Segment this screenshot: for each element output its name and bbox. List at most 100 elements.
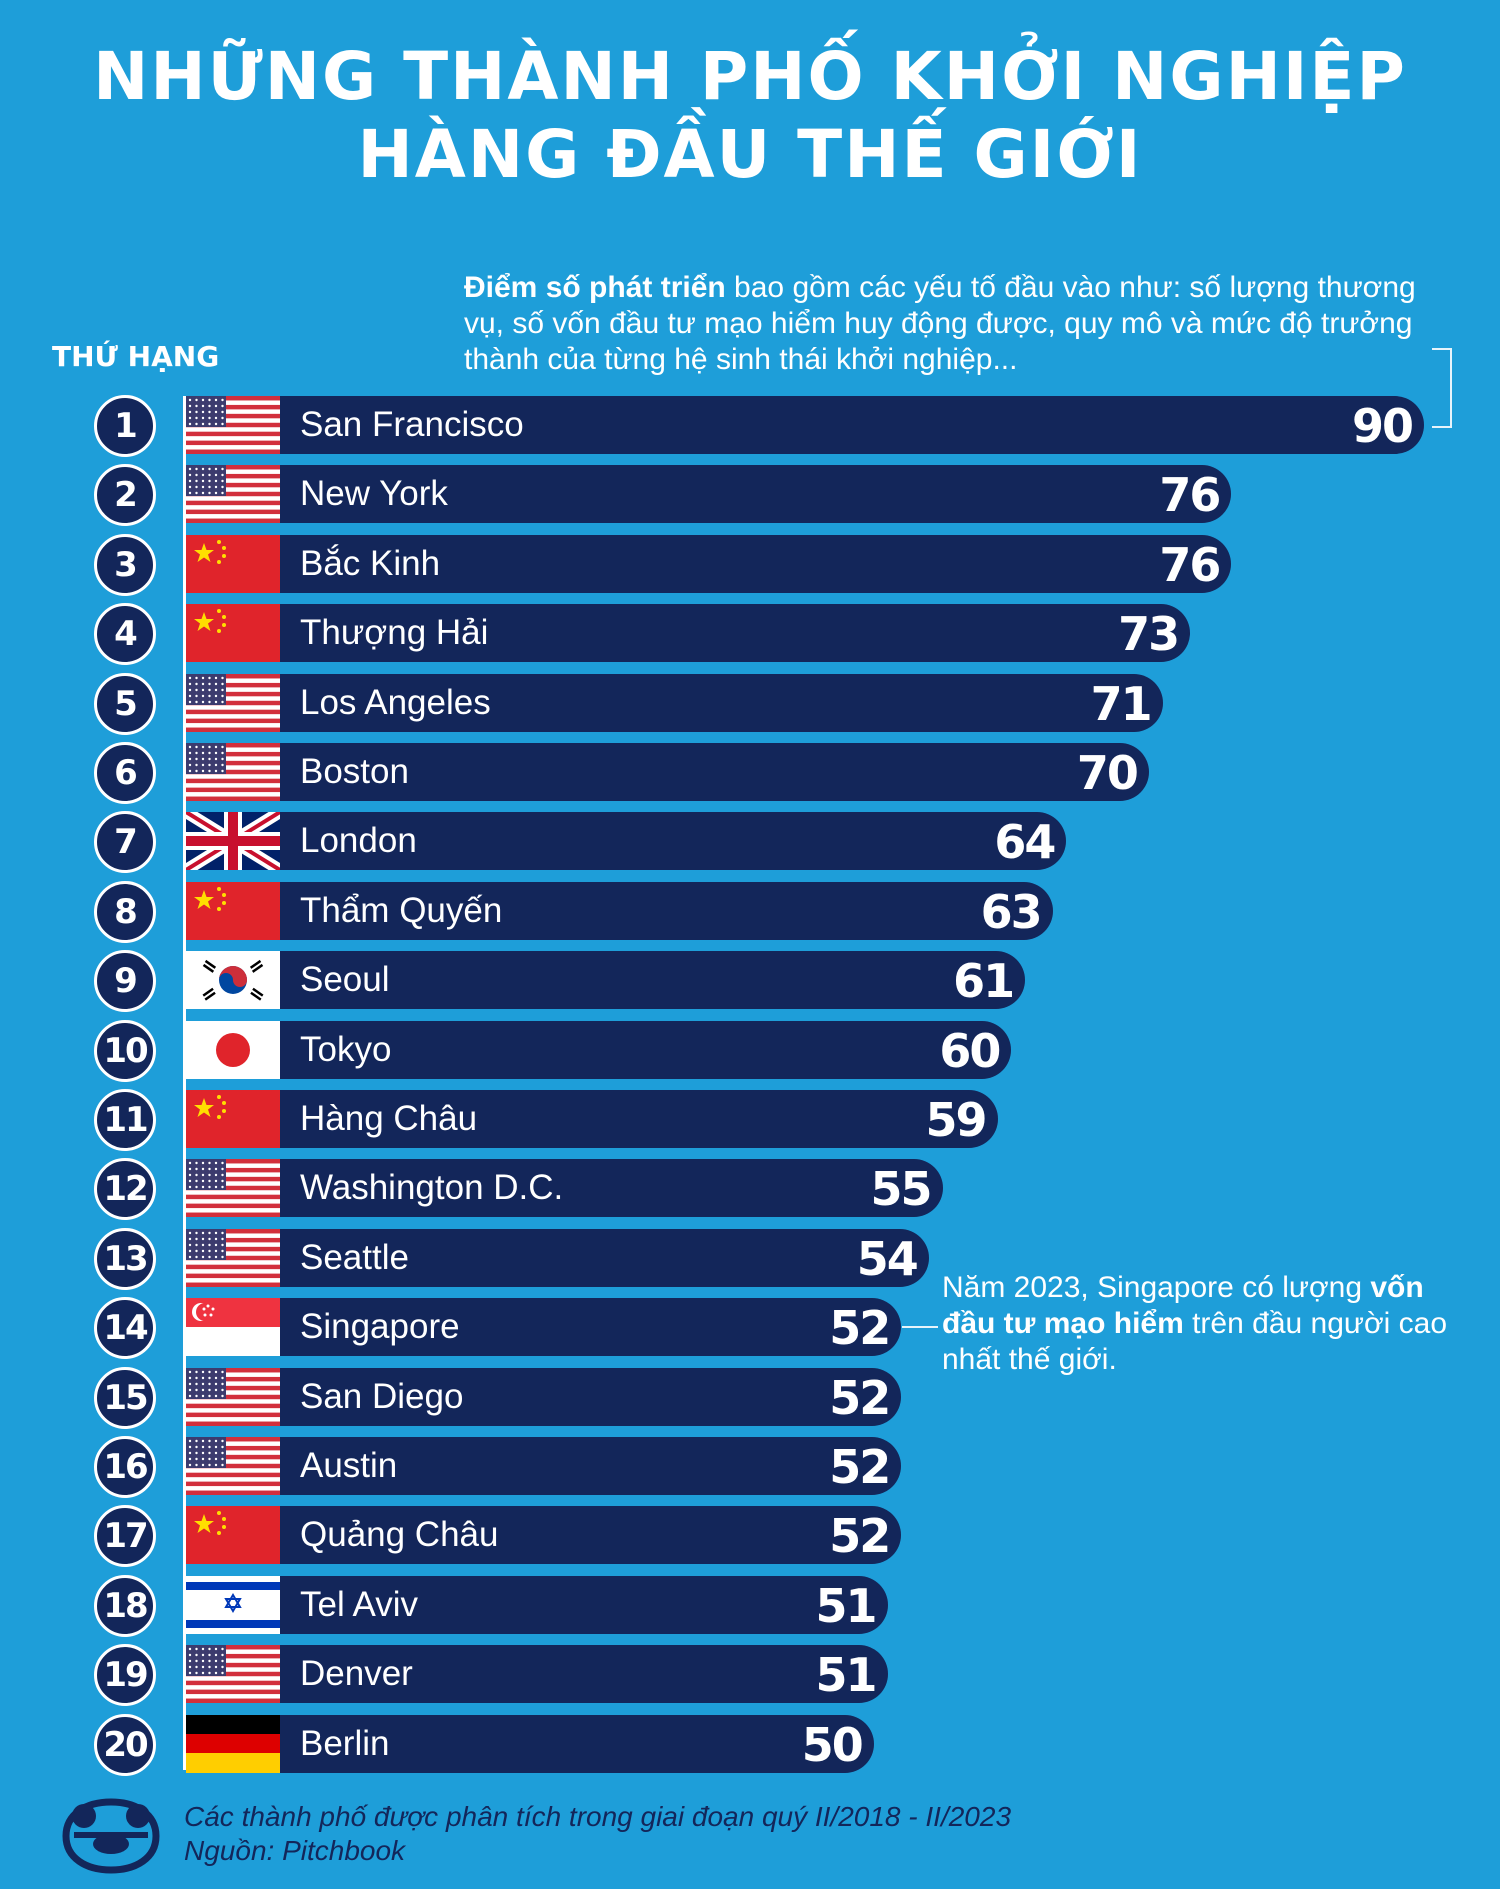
rank-badge: 6 (94, 742, 156, 804)
rank-header: THỨ HẠNG (52, 340, 220, 373)
bar (186, 1645, 888, 1704)
rank-badge: 11 (94, 1089, 156, 1151)
page-title: NHỮNG THÀNH PHỐ KHỞI NGHIỆP HÀNG ĐẦU THẾ… (0, 38, 1500, 194)
bar-row: 11 Hàng Châu 59 (0, 1089, 1500, 1151)
bar (186, 465, 1232, 524)
singapore-note: Năm 2023, Singapore có lượng vốn đầu tư … (942, 1270, 1462, 1378)
city-label: Boston (300, 752, 409, 791)
bar-row: 2 New York 76 (0, 464, 1500, 527)
city-label: New York (300, 474, 448, 514)
city-label: San Francisco (300, 405, 524, 444)
rank-badge: 9 (94, 950, 156, 1013)
value-label: 50 (801, 1717, 864, 1772)
rank-badge: 1 (94, 395, 156, 457)
bar (186, 396, 1424, 454)
title-line-2: HÀNG ĐẦU THẾ GIỚI (357, 116, 1143, 193)
value-label: 52 (829, 1370, 891, 1425)
value-label: 71 (1090, 676, 1153, 731)
city-label: San Diego (300, 1376, 464, 1416)
bar-row: 16 Austin 52 (0, 1436, 1500, 1498)
score-note: Điểm số phát triển bao gồm các yếu tố đầ… (464, 270, 1424, 378)
value-label: 51 (815, 1578, 878, 1633)
cn-flag-icon (186, 1090, 280, 1148)
value-label: 73 (1118, 607, 1180, 662)
city-label: London (300, 821, 417, 861)
il-flag-icon (186, 1575, 280, 1634)
axis-line (183, 396, 186, 1770)
bar (186, 1159, 943, 1218)
city-label: Hàng Châu (300, 1099, 478, 1138)
de-flag-icon (186, 1714, 280, 1773)
bar (186, 1228, 929, 1287)
bar (186, 951, 1026, 1010)
jp-flag-icon (186, 1020, 280, 1079)
us-flag-icon (186, 743, 280, 801)
city-label: Denver (300, 1654, 413, 1694)
value-label: 64 (994, 815, 1056, 870)
value-label: 51 (815, 1648, 878, 1703)
bar (186, 881, 1053, 940)
bar (186, 1367, 902, 1426)
city-label: Tokyo (300, 1029, 392, 1069)
bar (186, 1298, 902, 1357)
city-label: Berlin (300, 1723, 390, 1763)
rank-badge: 3 (94, 533, 156, 596)
singapore-note-before: Năm 2023, Singapore có lượng (942, 1271, 1371, 1304)
value-label: 90 (1351, 399, 1414, 453)
us-flag-icon (186, 1437, 280, 1495)
bar-row: 14 Singapore 52 (0, 1297, 1500, 1360)
rank-badge: 4 (94, 603, 156, 666)
sg-flag-icon (186, 1298, 280, 1357)
bar (186, 1020, 1012, 1079)
city-label: Bắc Kinh (300, 543, 441, 583)
bar-row: 12 Washington D.C. 55 (0, 1158, 1500, 1221)
bar (186, 1506, 902, 1565)
rank-badge: 7 (94, 811, 156, 874)
uk-flag-icon (186, 812, 280, 871)
value-label: 76 (1159, 537, 1221, 592)
bar-row: 15 San Diego 52 (0, 1366, 1500, 1429)
title-line-1: NHỮNG THÀNH PHỐ KHỞI NGHIỆP (93, 38, 1407, 115)
bar (186, 673, 1163, 732)
bar (186, 604, 1191, 663)
cn-flag-icon (186, 1506, 280, 1565)
cn-flag-icon (186, 604, 280, 663)
us-flag-icon (186, 1645, 280, 1704)
bar-row: 13 Seattle 54 (0, 1227, 1500, 1290)
city-label: Washington D.C. (300, 1168, 564, 1208)
rank-badge: 5 (94, 672, 156, 735)
us-flag-icon (186, 1367, 280, 1426)
rank-badge: 12 (94, 1158, 156, 1221)
bar (186, 1575, 888, 1634)
bar-row: 18 Tel Aviv 51 (0, 1574, 1500, 1637)
bar (186, 1090, 998, 1148)
value-label: 55 (870, 1162, 933, 1217)
city-label: Seattle (300, 1237, 409, 1277)
footer-period: Các thành phố được phân tích trong giai … (184, 1801, 1012, 1832)
city-label: Tel Aviv (300, 1584, 419, 1624)
brand-logo-icon (56, 1796, 166, 1881)
bar-row: 17 Quảng Châu 52 (0, 1505, 1500, 1568)
us-flag-icon (186, 673, 280, 732)
value-label: 59 (925, 1093, 988, 1147)
singapore-note-bold: vốn đầu tư mạo hiểm (942, 1271, 1424, 1340)
bar-row: 10 Tokyo 60 (0, 1019, 1500, 1082)
score-note-bold: Điểm số phát triển (464, 271, 726, 304)
rank-badge: 8 (94, 880, 156, 943)
bar (186, 743, 1149, 801)
city-label: Singapore (300, 1307, 460, 1347)
value-label: 60 (939, 1023, 1001, 1078)
singapore-note-connector (902, 1326, 938, 1328)
city-label: Thượng Hải (300, 613, 489, 653)
bar (186, 812, 1067, 871)
bar (186, 534, 1232, 593)
bar (186, 1714, 874, 1773)
us-flag-icon (186, 1228, 280, 1287)
footer-source: Nguồn: Pitchbook (184, 1835, 406, 1866)
rank-badge: 13 (94, 1227, 156, 1290)
kr-flag-icon (186, 951, 280, 1010)
score-note-bracket (1432, 348, 1452, 428)
score-note-text: bao gồm các yếu tố đầu vào như: số lượng… (464, 271, 1416, 376)
value-label: 54 (856, 1231, 919, 1286)
